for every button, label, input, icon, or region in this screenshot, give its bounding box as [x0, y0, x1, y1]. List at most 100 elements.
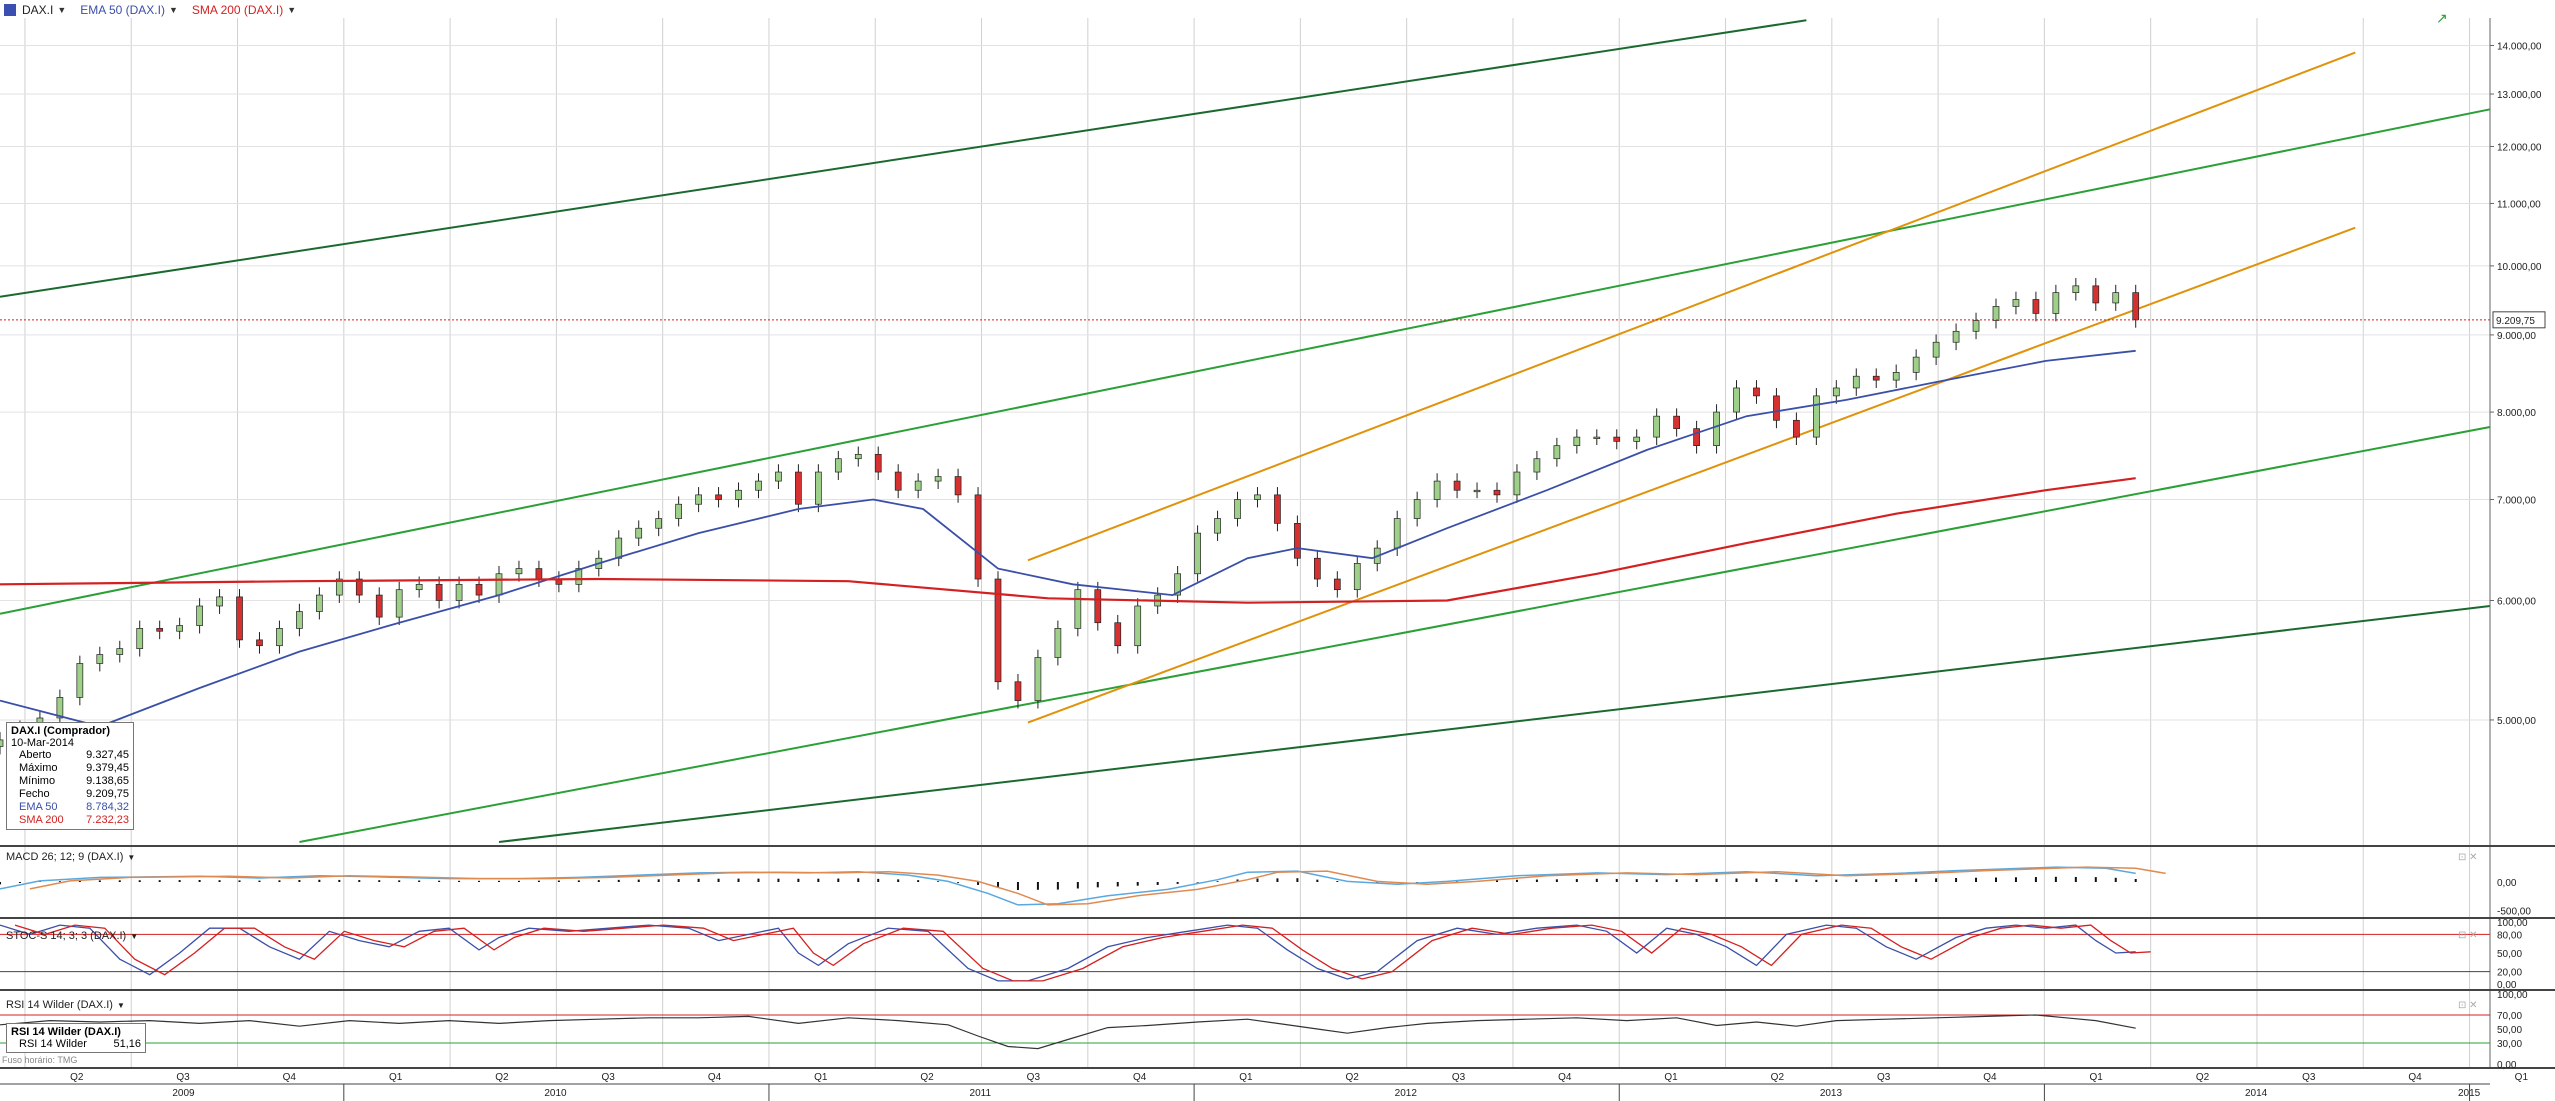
panel-close-icon[interactable]: ⊡ ✕ [2458, 930, 2478, 941]
candle-body [1094, 589, 1102, 624]
info-date: 10-Mar-2014 [11, 737, 74, 749]
year-label: 2010 [544, 1088, 567, 1099]
sma200-line [0, 477, 2136, 604]
rsi-info-label: RSI 14 Wilder [19, 1038, 87, 1050]
info-label: Aberto [19, 749, 52, 761]
candle-body [96, 654, 104, 664]
rsi-tick-label: 70,00 [2497, 1011, 2522, 1022]
macd-line [0, 866, 2136, 906]
candle-body [675, 503, 682, 519]
candle-body [994, 578, 1002, 683]
candle-body [2052, 292, 2060, 314]
panel-close-icon[interactable]: ⊡ ✕ [2458, 1000, 2478, 1011]
candle-body [1314, 557, 1321, 580]
candle-body [775, 471, 782, 482]
trend-line [299, 425, 2491, 843]
quarter-label: Q4 [1133, 1072, 1147, 1083]
candle-body [974, 494, 982, 580]
candle-body [735, 489, 742, 500]
candle-body [116, 648, 124, 655]
trend-line [0, 19, 1807, 298]
candle-body [1653, 415, 1661, 438]
rsi-info-value: 51,16 [113, 1038, 141, 1050]
macd-title-label: MACD 26; 12; 9 (DAX.I) [6, 851, 124, 863]
ema-selector[interactable]: EMA 50 (DAX.I) ▼ [80, 3, 178, 17]
macd-signal-line [29, 866, 2166, 906]
info-label: EMA 50 [19, 801, 58, 813]
candle-body [1633, 436, 1641, 442]
candle-body [236, 596, 243, 641]
candle-body [894, 471, 902, 491]
trend-tool-icon[interactable]: ↗ [2436, 10, 2448, 26]
stoch-tick-label: 100,00 [2497, 918, 2528, 929]
candle-body [2132, 292, 2140, 321]
candle-body [256, 639, 263, 647]
candle-body [1773, 395, 1780, 421]
time-axis: Q2 Q3 Q4 Q1 Q2 Q3 Q4 Q1 Q2 Q3 Q4 Q1 Q2 Q3 Q4 Q1 Q2 Q3 Q4 Q1… [0, 1072, 2528, 1101]
price-tick-label: 12.000,00 [2497, 142, 2542, 153]
candle-body [415, 583, 423, 591]
trend-line [1027, 51, 2356, 562]
candle-body [1573, 436, 1581, 447]
candle-body [475, 583, 483, 596]
ohlc-info-box: DAX.I (Comprador) 10-Mar-2014 Aberto 9.32… [6, 722, 134, 830]
candle-body [2032, 299, 2040, 314]
sma-selector[interactable]: SMA 200 (DAX.I) ▼ [192, 3, 296, 17]
candle-body [1114, 622, 1122, 647]
last-price-tag [2492, 311, 2546, 329]
candle-body [1553, 445, 1561, 460]
price-tick-label: 7.000,00 [2497, 496, 2536, 507]
candle-body [755, 480, 762, 491]
quarter-label: Q4 [283, 1072, 297, 1083]
chevron-down-icon: ▼ [116, 1000, 125, 1010]
candle-body [1413, 499, 1421, 519]
year-label: 2014 [2245, 1088, 2268, 1099]
candle-body [176, 625, 183, 632]
candle-body [1912, 356, 1920, 373]
candle-body [1693, 428, 1700, 447]
candle-body [515, 568, 523, 575]
indicators: 0,00-500,00100,0080,0050,0020,000,00100,… [0, 845, 2555, 1071]
rsi-line [0, 1014, 2136, 1050]
candle-body [1872, 375, 1880, 381]
symbol-selector[interactable]: DAX.I ▼ [0, 3, 66, 17]
candle-body [1473, 489, 1481, 493]
candle-body [1433, 480, 1441, 500]
stoch-tick-label: 50,00 [2497, 949, 2522, 960]
quarter-label: Q1 [2515, 1072, 2529, 1083]
quarter-label: Q3 [2302, 1072, 2316, 1083]
candle-body [196, 605, 203, 626]
candle-body [1214, 518, 1221, 534]
stoch-tick-label: 0,00 [2497, 980, 2517, 991]
candle-body [1892, 372, 1900, 381]
info-row: Mínimo 9.138,65 [11, 775, 129, 788]
quarter-label: Q3 [602, 1072, 616, 1083]
candle-body [375, 594, 383, 618]
candle-body [2092, 285, 2100, 304]
macd-tick-label: -500,00 [2497, 907, 2531, 918]
macd-title[interactable]: MACD 26; 12; 9 (DAX.I) ▼ [6, 851, 135, 863]
candle-body [1194, 532, 1201, 575]
price-tick-label: 10.000,00 [2497, 262, 2542, 273]
sma-label: SMA 200 (DAX.I) [191, 3, 284, 17]
candle-body [495, 573, 503, 596]
candle-body [56, 697, 64, 719]
macd-tick-label: 0,00 [2497, 878, 2517, 889]
quarter-label: Q2 [1346, 1072, 1360, 1083]
info-label: Mínimo [19, 775, 56, 787]
candle-body [136, 628, 144, 649]
candle-body [1054, 628, 1062, 658]
rsi-tick-label: 100,00 [2497, 990, 2528, 1001]
stoch-title[interactable]: STOC-S 14; 3; 3 (DAX.I) ▼ [6, 930, 138, 942]
info-value: 7.232,23 [86, 814, 129, 826]
candle-body [1333, 578, 1341, 591]
candle-body [2072, 285, 2080, 293]
candle-body [156, 628, 164, 632]
quarter-label: Q2 [2196, 1072, 2210, 1083]
stoch-d-line [14, 924, 2151, 982]
candle-body [815, 471, 822, 505]
panel-close-icon[interactable]: ⊡ ✕ [2458, 852, 2478, 863]
rsi-title[interactable]: RSI 14 Wilder (DAX.I) ▼ [6, 999, 125, 1011]
candle-body [1393, 518, 1401, 549]
